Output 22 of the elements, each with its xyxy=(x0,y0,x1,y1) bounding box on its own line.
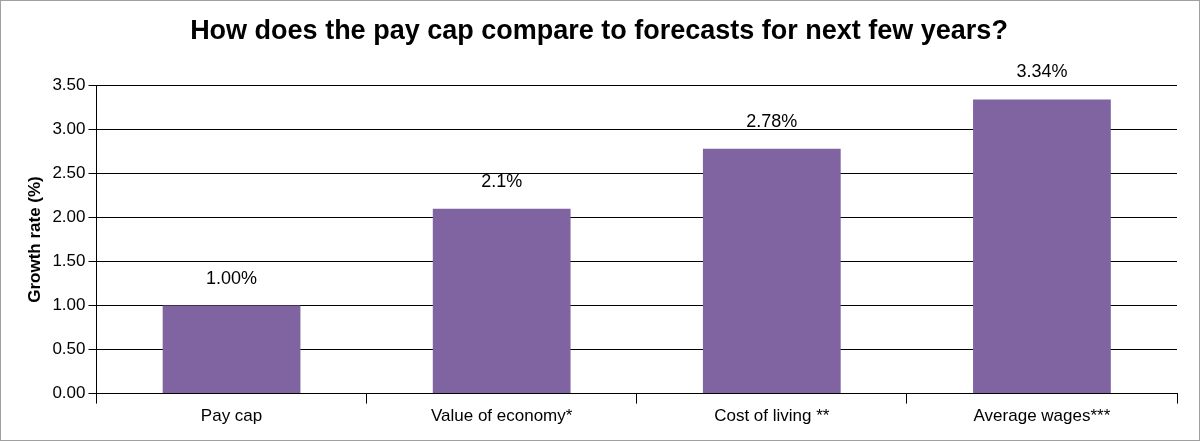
y-tick-label: 2.00 xyxy=(52,207,86,227)
x-tick-label: Cost of living ** xyxy=(714,406,830,426)
y-tick-label: 0.00 xyxy=(52,383,86,403)
y-tick-label: 0.50 xyxy=(52,339,86,359)
bar xyxy=(432,208,571,394)
y-tick-label: 3.00 xyxy=(52,119,86,139)
y-tick-label: 2.50 xyxy=(52,163,86,183)
bar xyxy=(973,99,1111,394)
x-tick-label: Pay cap xyxy=(200,406,263,426)
bar xyxy=(702,148,841,394)
data-label: 2.78% xyxy=(746,110,798,131)
y-tick-label: 1.00 xyxy=(52,295,86,315)
y-axis-title: Growth rate (%) xyxy=(24,176,44,303)
data-label: 2.1% xyxy=(481,170,523,191)
bar xyxy=(162,305,301,394)
data-label: 3.34% xyxy=(1016,61,1068,82)
chart-title: How does the pay cap compare to forecasts for next few years? xyxy=(190,14,1008,45)
y-tick-label: 1.50 xyxy=(52,251,86,271)
x-tick-label: Value of economy* xyxy=(430,406,573,426)
y-tick-label: 3.50 xyxy=(52,75,86,95)
x-tick-label: Average wages*** xyxy=(973,406,1111,426)
data-label: 1.00% xyxy=(206,267,258,288)
